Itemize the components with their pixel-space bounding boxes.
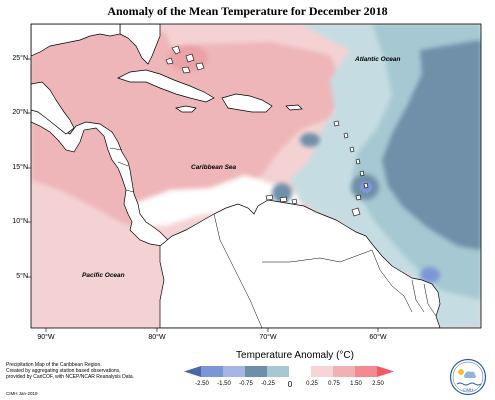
legend-swatch (223, 366, 245, 377)
legend-tick: 1.50 (350, 381, 362, 387)
sun-icon (458, 369, 464, 375)
credit-line: Created by aggregating station based obs… (6, 368, 121, 375)
cimh-logo: CIMH (449, 358, 487, 396)
gulf-hotspot (40, 54, 84, 74)
label-caribbean-sea: Caribbean Sea (191, 164, 237, 171)
guiana-cool-patch (420, 267, 440, 283)
legend-swatch (377, 366, 394, 377)
legend-tick: 0 (287, 380, 293, 389)
country-borders (109, 147, 437, 328)
legend-tick: -0.25 (261, 381, 275, 387)
lat-label-15n: 15°N (12, 164, 28, 171)
hispaniola-land (221, 93, 273, 113)
puerto-rico-land (285, 104, 303, 111)
lon-label-90w: 90°W (37, 334, 55, 341)
legend-colorbar (184, 366, 394, 377)
legend-title: Temperature Anomaly (°C) (236, 350, 354, 361)
lesser-antilles-islands (333, 120, 369, 217)
legend-swatch (333, 366, 355, 377)
label-atlantic-ocean: Atlantic Ocean (355, 56, 401, 63)
credit-small: CIMH Jan-2019 (6, 391, 38, 396)
florida-land (119, 24, 161, 65)
legend-tick: 0.75 (328, 381, 340, 387)
legend-tick: 0.25 (306, 381, 318, 387)
cloud-icon (464, 371, 476, 378)
map-title: Anomaly of the Mean Temperature for Dece… (107, 4, 388, 18)
neutral-strip (130, 175, 300, 228)
legend-swatch (184, 366, 201, 377)
south-america-land (159, 199, 441, 328)
legend-tick: -1.50 (217, 381, 231, 387)
logo-text: CIMH (463, 387, 473, 392)
legend-tick: -0.75 (239, 381, 253, 387)
wave-icon (456, 382, 482, 386)
credit-text: Precipitation Map of the Caribbean Regio… (6, 362, 181, 381)
jamaica-land (175, 105, 197, 113)
legend-swatch (245, 366, 267, 377)
legend-swatch (289, 366, 311, 377)
cuba-land (117, 69, 215, 103)
anomaly-field-warm-mid (31, 42, 345, 232)
credit-line: provided by CariCOF, with NCEP/NCAR Rean… (6, 374, 135, 381)
aruba-curacao-islands (265, 194, 298, 205)
legend-swatch (201, 366, 223, 377)
yucatan-land (31, 81, 75, 135)
curacao-cool-patch (272, 183, 292, 203)
legend-swatch (267, 366, 289, 377)
lon-label-60w: 60°W (369, 334, 387, 341)
bahamas-islands (165, 45, 205, 74)
lat-label-5n: 5°N (16, 273, 28, 280)
lon-label-70w: 70°W (259, 334, 277, 341)
lat-label-25n: 25°N (12, 55, 28, 62)
axis-ticks (27, 58, 379, 332)
label-pacific-ocean: Pacific Ocean (82, 272, 125, 279)
puerto-rico-cool-patch (300, 133, 320, 147)
anomaly-field-cool-strong (382, 40, 481, 250)
lat-label-20n: 20°N (12, 109, 28, 116)
lon-label-80w: 80°W (148, 334, 166, 341)
legend-swatch (311, 366, 333, 377)
credit-line: Precipitation Map of the Caribbean Regio… (6, 362, 102, 368)
legend-tick: -2.50 (195, 381, 209, 387)
gulf-coast-land (31, 24, 121, 57)
legend-tick: 2.50 (372, 381, 384, 387)
map-frame (30, 23, 482, 329)
legend-swatch (355, 366, 377, 377)
lat-label-10n: 10°N (12, 218, 28, 225)
